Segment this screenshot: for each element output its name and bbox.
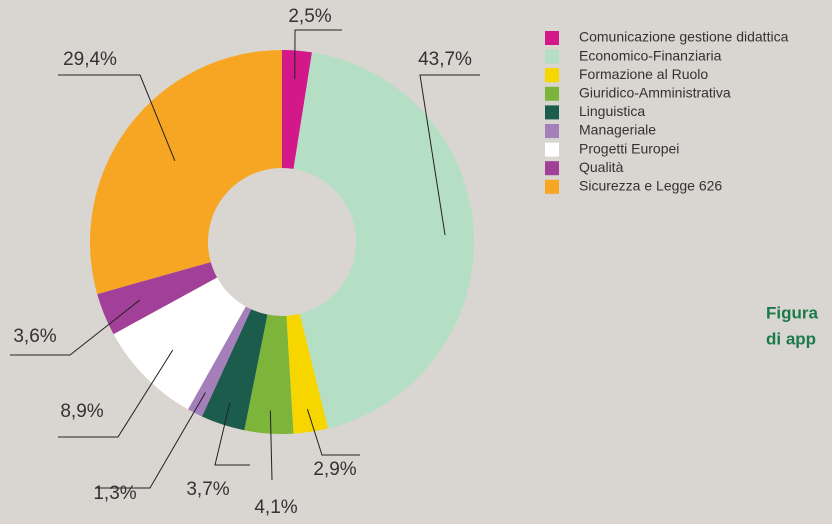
legend-swatch — [545, 49, 559, 64]
legend-swatch — [545, 86, 559, 101]
leader-line — [214, 402, 250, 466]
legend-label: Comunicazione gestione didattica — [579, 29, 789, 45]
data-label: 3,7% — [186, 479, 229, 500]
leader-line — [58, 74, 176, 162]
legend-label: Formazione al Ruolo — [579, 66, 708, 82]
data-label: 29,4% — [63, 49, 117, 70]
leader-line — [269, 410, 273, 481]
legend-swatch — [545, 179, 559, 194]
data-label: 4,1% — [254, 497, 297, 518]
legend-label: Linguistica — [579, 103, 645, 119]
slice — [201, 309, 268, 431]
data-label: 2,9% — [313, 459, 356, 480]
data-label: 2,5% — [288, 6, 331, 27]
leader-line — [294, 29, 342, 80]
annotation: di app — [766, 329, 816, 348]
slice — [97, 262, 218, 335]
legend-swatch — [545, 161, 559, 176]
slice — [293, 52, 475, 429]
slice — [286, 313, 328, 434]
legend-swatch — [545, 124, 559, 138]
data-label: 43,7% — [418, 49, 472, 70]
legend-label: Giuridico-Amministrativa — [579, 85, 731, 101]
data-label: 3,6% — [13, 326, 56, 347]
leader-line — [306, 408, 360, 456]
legend-label: Manageriale — [579, 122, 656, 138]
leader-line — [10, 299, 141, 356]
annotation: Figura — [766, 303, 818, 322]
data-label: 1,3% — [93, 483, 136, 504]
leader-line — [419, 74, 480, 236]
legend-label: Qualità — [579, 159, 624, 175]
slice — [188, 306, 252, 417]
leader-line — [95, 392, 206, 489]
legend-label: Economico-Finanziaria — [579, 47, 722, 63]
legend-swatch — [545, 142, 559, 157]
legend-label: Sicurezza e Legge 626 — [579, 178, 722, 194]
legend-swatch — [545, 68, 559, 83]
legend-label: Progetti Europei — [579, 140, 679, 156]
slice — [113, 277, 246, 410]
leader-line — [58, 349, 174, 438]
slice — [244, 314, 294, 434]
legend-swatch — [545, 31, 559, 45]
data-label: 8,9% — [60, 401, 103, 422]
slice — [89, 50, 282, 295]
slice — [282, 50, 313, 169]
legend-swatch — [545, 105, 559, 120]
